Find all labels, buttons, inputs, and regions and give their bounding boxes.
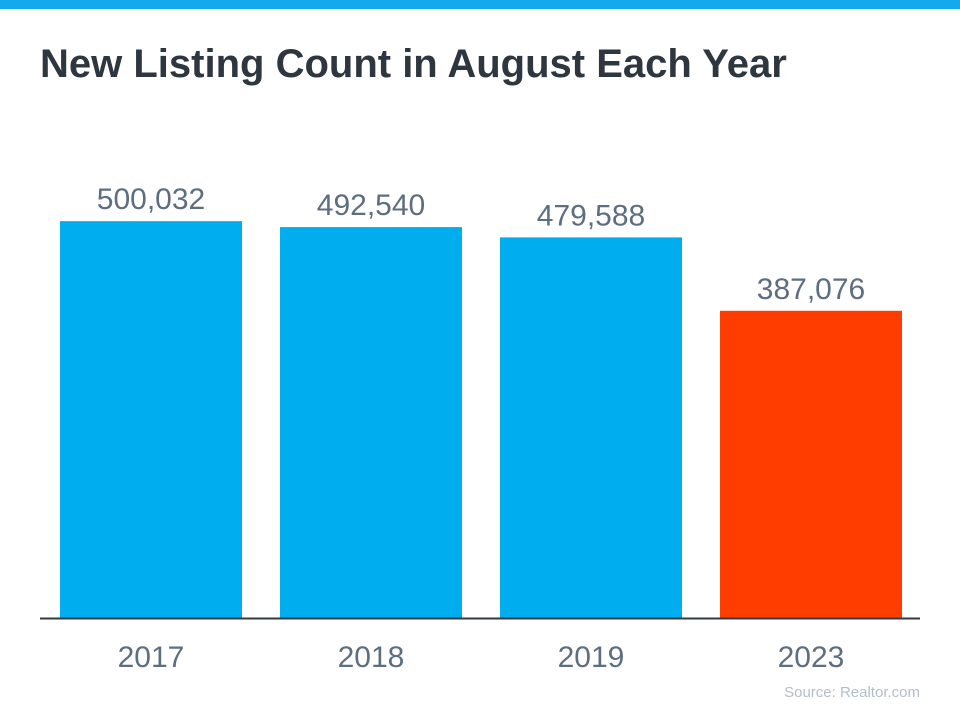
x-tick-label-2018: 2018	[338, 641, 405, 674]
data-label-2017: 500,032	[97, 183, 205, 216]
top-accent-bar	[0, 0, 960, 9]
bar-2023	[720, 310, 902, 618]
source-note: Source: Realtor.com	[784, 684, 920, 701]
bar-2018	[280, 227, 462, 618]
data-label-2023: 387,076	[757, 273, 865, 306]
x-tick-label-2017: 2017	[118, 641, 185, 674]
bar-2017	[60, 221, 242, 618]
bar-2019	[500, 237, 682, 618]
x-tick-label-2023: 2023	[778, 641, 845, 674]
x-tick-label-2019: 2019	[558, 641, 625, 674]
data-label-2018: 492,540	[317, 189, 425, 222]
data-label-2019: 479,588	[537, 199, 645, 232]
chart-title: New Listing Count in August Each Year	[40, 42, 787, 86]
